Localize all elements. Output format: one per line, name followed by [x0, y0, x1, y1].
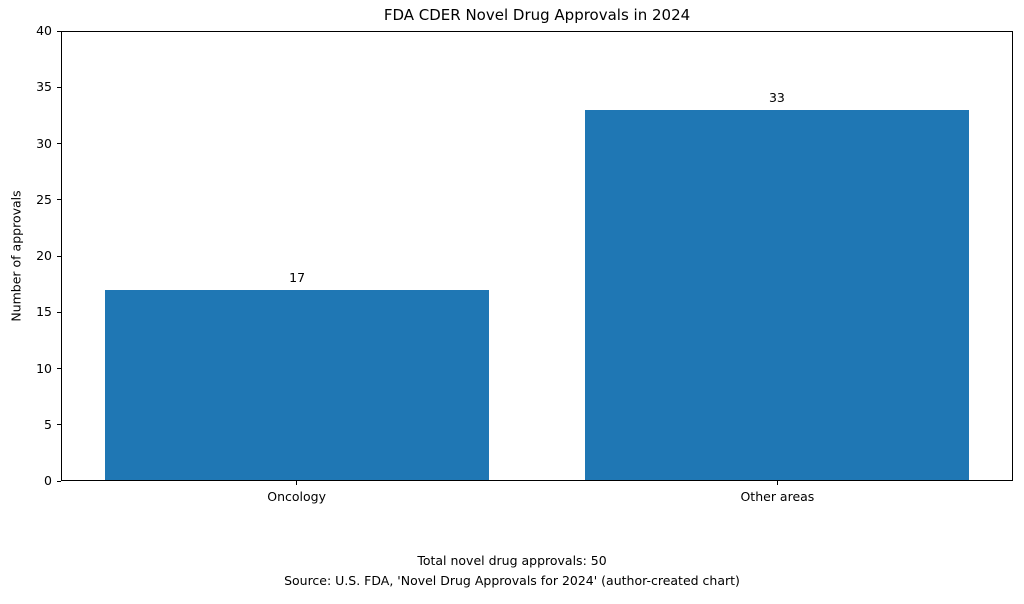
footer-total: Total novel drug approvals: 50: [417, 553, 607, 568]
bar-value-label: 17: [289, 269, 306, 285]
y-tick-mark: [57, 368, 61, 369]
y-tick-label: 5: [44, 416, 52, 432]
chart-title: FDA CDER Novel Drug Approvals in 2024: [383, 6, 691, 24]
y-tick-label: 30: [36, 135, 52, 151]
y-tick-mark: [57, 311, 61, 313]
bar-value-label: 33: [768, 90, 785, 106]
x-tick-mark: [776, 481, 778, 485]
y-tick-mark: [57, 424, 61, 426]
y-tick-mark: [57, 255, 61, 257]
y-tick-label: 0: [44, 473, 52, 488]
footer-note: Total novel drug approvals: 50 Source: U…: [0, 551, 1024, 591]
y-tick-mark: [57, 30, 61, 32]
y-tick-label: 15: [36, 304, 52, 320]
y-tick-label: 35: [36, 79, 52, 95]
plot-area: 17 33: [61, 31, 1013, 481]
x-tick-label-oncology: Oncology: [267, 489, 326, 504]
x-tick-label-other-areas: Other areas: [740, 489, 815, 504]
bar-other-areas: [584, 110, 969, 480]
y-tick-label: 20: [36, 248, 52, 263]
y-tick-mark: [57, 199, 61, 201]
x-tick-mark: [296, 481, 298, 485]
y-tick-label: 25: [36, 191, 52, 207]
y-tick-label: 10: [36, 360, 52, 376]
y-tick-label: 40: [36, 23, 52, 38]
y-tick-mark: [57, 143, 61, 144]
footer-source: Source: U.S. FDA, 'Novel Drug Approvals …: [284, 573, 740, 588]
y-tick-mark: [57, 480, 61, 482]
y-tick-mark: [57, 86, 61, 88]
bar-oncology: [105, 289, 489, 480]
